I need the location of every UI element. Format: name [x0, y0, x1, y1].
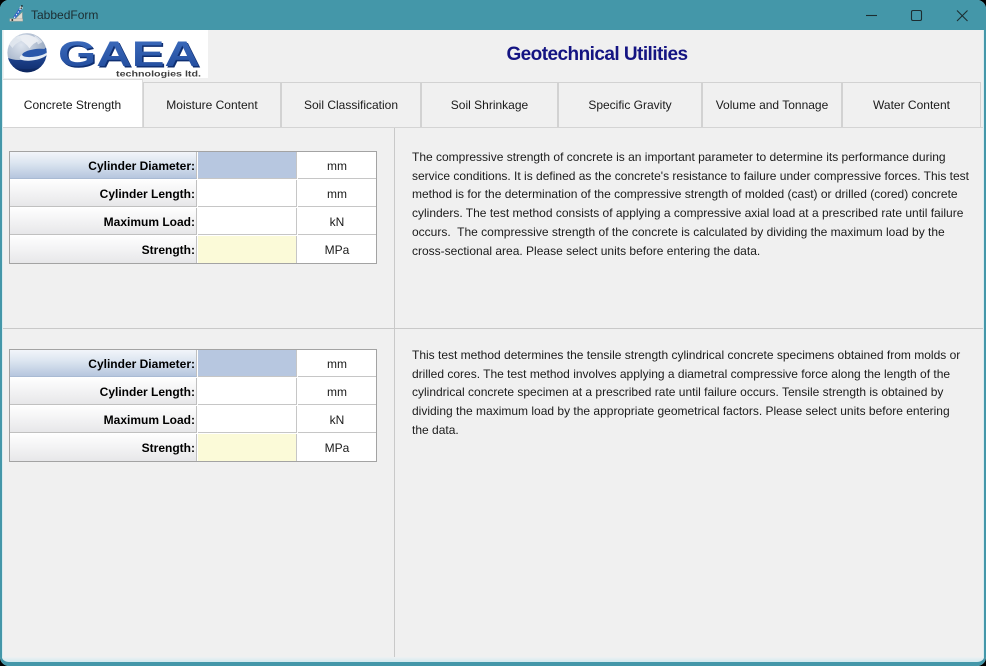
svg-text:GAEA: GAEA	[60, 36, 202, 75]
svg-text:technologies ltd.: technologies ltd.	[116, 70, 201, 79]
svg-text:GAEA: GAEA	[58, 35, 200, 74]
